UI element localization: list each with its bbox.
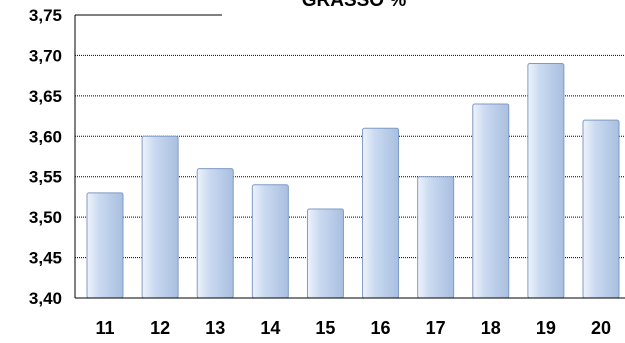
bar-15 xyxy=(306,208,344,299)
y-tick-label: 3,65 xyxy=(29,87,62,106)
bar-11 xyxy=(86,192,124,299)
x-tick-labels: 11 12 13 14 15 16 17 18 19 20 xyxy=(95,318,611,338)
bar-13 xyxy=(196,168,234,299)
bars xyxy=(86,63,620,299)
y-tick-label: 3,70 xyxy=(29,46,62,65)
x-tick-label: 13 xyxy=(205,318,225,338)
y-tick-label: 3,50 xyxy=(29,208,62,227)
bar-18 xyxy=(472,103,510,299)
bar-16 xyxy=(362,127,400,299)
x-tick-label: 19 xyxy=(536,318,556,338)
bar-19 xyxy=(527,63,565,299)
x-tick-label: 17 xyxy=(426,318,446,338)
bar-20 xyxy=(582,119,620,299)
axes xyxy=(74,14,625,299)
x-tick-label: 11 xyxy=(95,318,114,338)
y-tick-label: 3,45 xyxy=(29,249,62,268)
x-tick-label: 18 xyxy=(481,318,501,338)
y-tick-labels: 3,40 3,45 3,50 3,55 3,60 3,65 3,70 3,75 xyxy=(29,6,62,308)
bar-14 xyxy=(251,184,289,299)
y-tick-label: 3,55 xyxy=(29,168,62,187)
x-tick-label: 16 xyxy=(371,318,391,338)
x-tick-label: 14 xyxy=(260,318,280,338)
x-tick-label: 12 xyxy=(150,318,170,338)
bar-17 xyxy=(417,176,455,299)
bar-12 xyxy=(141,135,179,299)
x-tick-label: 20 xyxy=(591,318,611,338)
y-tick-label: 3,40 xyxy=(29,289,62,308)
chart-title: GRASSO % xyxy=(302,0,407,11)
x-tick-label: 15 xyxy=(315,318,335,338)
y-tick-label: 3,60 xyxy=(29,127,62,146)
y-tick-label: 3,75 xyxy=(29,6,62,25)
